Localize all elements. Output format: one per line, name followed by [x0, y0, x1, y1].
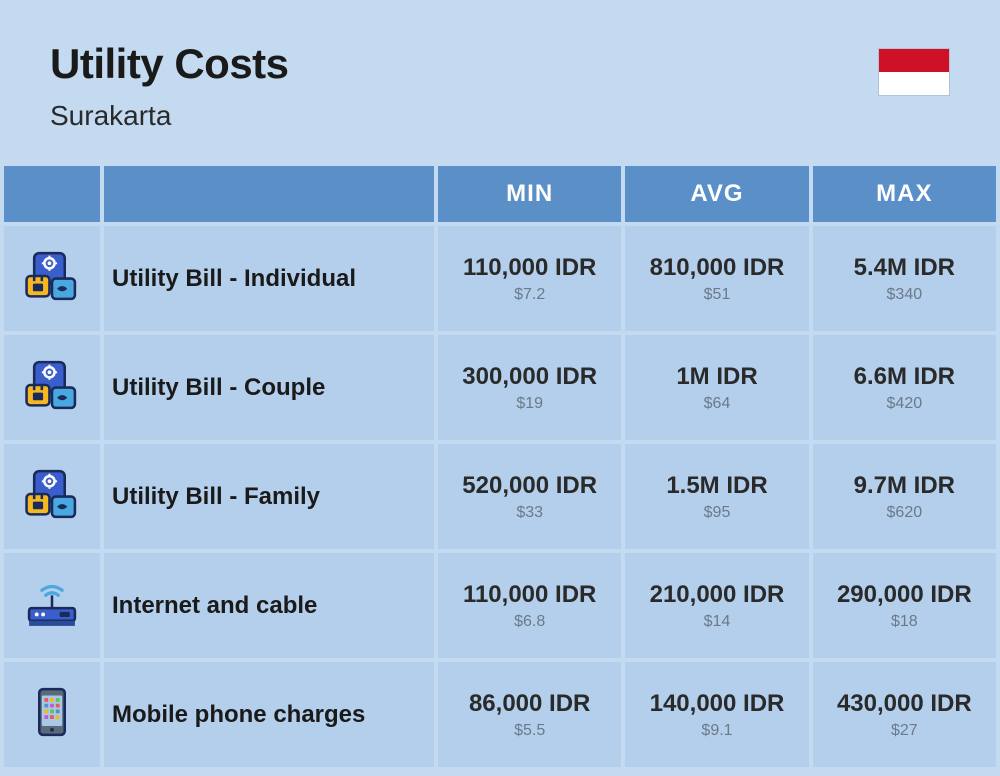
value-idr: 810,000 IDR [637, 254, 796, 282]
table-row: Internet and cable 110,000 IDR $6.8 210,000… [4, 553, 996, 658]
value-idr: 110,000 IDR [450, 254, 609, 282]
cell-max: 290,000 IDR $18 [813, 553, 996, 658]
value-idr: 140,000 IDR [637, 690, 796, 718]
value-idr: 1.5M IDR [637, 472, 796, 500]
cell-avg: 140,000 IDR $9.1 [625, 662, 808, 767]
flag-icon [878, 48, 950, 96]
col-icon [4, 166, 100, 222]
utility-icon [4, 335, 100, 440]
page-subtitle: Surakarta [50, 100, 950, 132]
value-idr: 5.4M IDR [825, 254, 984, 282]
value-usd: $9.1 [637, 722, 796, 740]
phone-icon [4, 662, 100, 767]
value-idr: 1M IDR [637, 363, 796, 391]
value-idr: 86,000 IDR [450, 690, 609, 718]
value-idr: 210,000 IDR [637, 581, 796, 609]
col-min: MIN [438, 166, 621, 222]
value-usd: $7.2 [450, 286, 609, 304]
value-idr: 9.7M IDR [825, 472, 984, 500]
table-row: Utility Bill - Individual 110,000 IDR $7.2… [4, 226, 996, 331]
value-idr: 430,000 IDR [825, 690, 984, 718]
value-usd: $14 [637, 613, 796, 631]
value-usd: $420 [825, 395, 984, 413]
cell-max: 5.4M IDR $340 [813, 226, 996, 331]
value-usd: $620 [825, 504, 984, 522]
table-row: Mobile phone charges 86,000 IDR $5.5 140,00… [4, 662, 996, 767]
col-max: MAX [813, 166, 996, 222]
cell-min: 110,000 IDR $6.8 [438, 553, 621, 658]
value-idr: 6.6M IDR [825, 363, 984, 391]
cell-min: 110,000 IDR $7.2 [438, 226, 621, 331]
value-usd: $33 [450, 504, 609, 522]
router-icon [4, 553, 100, 658]
value-idr: 520,000 IDR [450, 472, 609, 500]
col-label [104, 166, 434, 222]
cell-min: 86,000 IDR $5.5 [438, 662, 621, 767]
table-row: Utility Bill - Couple 300,000 IDR $19 1M ID… [4, 335, 996, 440]
cell-max: 9.7M IDR $620 [813, 444, 996, 549]
row-label: Utility Bill - Family [104, 444, 434, 549]
cell-max: 6.6M IDR $420 [813, 335, 996, 440]
cell-avg: 1.5M IDR $95 [625, 444, 808, 549]
value-idr: 290,000 IDR [825, 581, 984, 609]
col-avg: AVG [625, 166, 808, 222]
cell-max: 430,000 IDR $27 [813, 662, 996, 767]
value-usd: $6.8 [450, 613, 609, 631]
table-header-row: MIN AVG MAX [4, 166, 996, 222]
value-usd: $19 [450, 395, 609, 413]
row-label: Mobile phone charges [104, 662, 434, 767]
costs-table: MIN AVG MAX Utility Bill - Individual110… [0, 162, 1000, 771]
cell-min: 520,000 IDR $33 [438, 444, 621, 549]
value-usd: $95 [637, 504, 796, 522]
value-usd: $340 [825, 286, 984, 304]
value-usd: $5.5 [450, 722, 609, 740]
row-label: Utility Bill - Individual [104, 226, 434, 331]
value-idr: 300,000 IDR [450, 363, 609, 391]
cell-avg: 210,000 IDR $14 [625, 553, 808, 658]
value-usd: $51 [637, 286, 796, 304]
value-usd: $18 [825, 613, 984, 631]
utility-icon [4, 226, 100, 331]
row-label: Internet and cable [104, 553, 434, 658]
utility-icon [4, 444, 100, 549]
page-title: Utility Costs [50, 40, 950, 88]
header: Utility Costs Surakarta [0, 0, 1000, 162]
value-usd: $27 [825, 722, 984, 740]
cell-avg: 1M IDR $64 [625, 335, 808, 440]
cell-min: 300,000 IDR $19 [438, 335, 621, 440]
row-label: Utility Bill - Couple [104, 335, 434, 440]
cell-avg: 810,000 IDR $51 [625, 226, 808, 331]
value-usd: $64 [637, 395, 796, 413]
value-idr: 110,000 IDR [450, 581, 609, 609]
table-row: Utility Bill - Family 520,000 IDR $33 1.5M … [4, 444, 996, 549]
